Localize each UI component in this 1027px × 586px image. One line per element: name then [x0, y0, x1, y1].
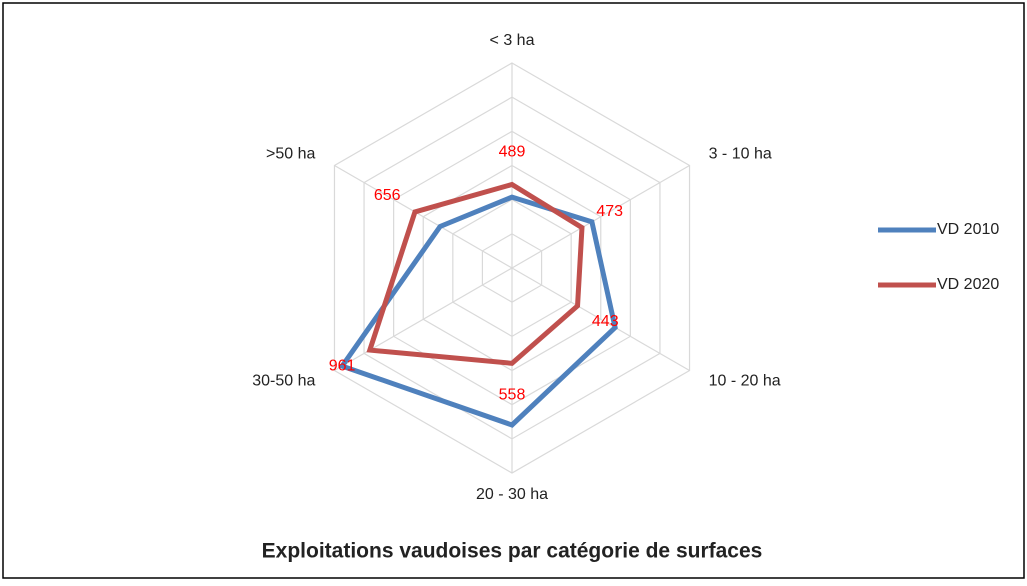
- spoke: [334, 164, 513, 269]
- data-label: 961: [329, 357, 356, 374]
- category-label: >50 ha: [266, 146, 315, 163]
- spoke: [511, 164, 690, 269]
- category-label: 3 - 10 ha: [709, 146, 772, 163]
- data-label: 489: [499, 144, 526, 161]
- category-label: 10 - 20 ha: [709, 373, 781, 390]
- chart-title: Exploitations vaudoises par catégorie de…: [262, 540, 763, 563]
- category-label: 30-50 ha: [252, 373, 315, 390]
- data-label: 443: [592, 313, 619, 330]
- category-label: < 3 ha: [490, 32, 535, 49]
- data-label: 656: [374, 187, 401, 204]
- legend-label: VD 2010: [937, 221, 999, 238]
- series-line: [338, 194, 618, 428]
- spoke: [334, 267, 513, 372]
- legend-label: VD 2020: [937, 276, 999, 293]
- data-label: 473: [596, 203, 623, 220]
- category-label: 20 - 30 ha: [476, 486, 548, 503]
- spoke: [511, 267, 690, 372]
- data-label: 558: [499, 387, 526, 404]
- series-line: [366, 181, 585, 366]
